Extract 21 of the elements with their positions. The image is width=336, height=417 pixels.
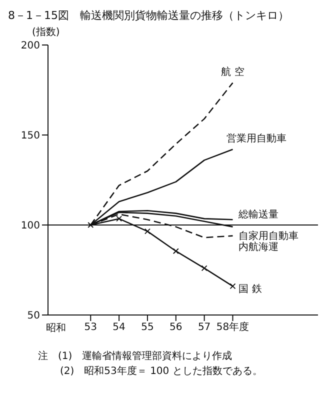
x-tick-label: 55 xyxy=(141,322,154,334)
x-tick-label: 54 xyxy=(112,322,126,334)
x-tick-label: 58年度 xyxy=(216,321,250,334)
y-axis-title: (指数) xyxy=(32,26,60,39)
series-label: 航 空 xyxy=(221,66,244,78)
text: 注 (1) 運輸省情報管理部資料により作成 xyxy=(38,350,234,364)
x-tick-label: 57 xyxy=(198,322,211,334)
x-tick-label: 56 xyxy=(170,322,182,334)
series-label: 内航海運 xyxy=(238,240,279,253)
y-tick-label: 100 xyxy=(20,220,40,232)
x-tick-label: 53 xyxy=(84,322,97,334)
chart-title: 8－1－15図 輸送機関別貨物輸送量の推移（トンキロ） xyxy=(8,8,290,23)
y-tick-label: 200 xyxy=(20,40,40,52)
series-label: 総輸送量 xyxy=(238,208,279,221)
series-label: 自家用自動車 xyxy=(238,230,299,242)
y-tick-label: 150 xyxy=(20,130,40,142)
y-tick-label: 50 xyxy=(27,310,40,322)
series-label: 国 鉄 xyxy=(238,283,262,296)
text: (2) 昭和53年度＝ 100 とした指数である。 xyxy=(59,364,264,379)
series-label: 営業用自動車 xyxy=(226,132,287,144)
x-axis-title: 昭和 xyxy=(46,322,66,334)
